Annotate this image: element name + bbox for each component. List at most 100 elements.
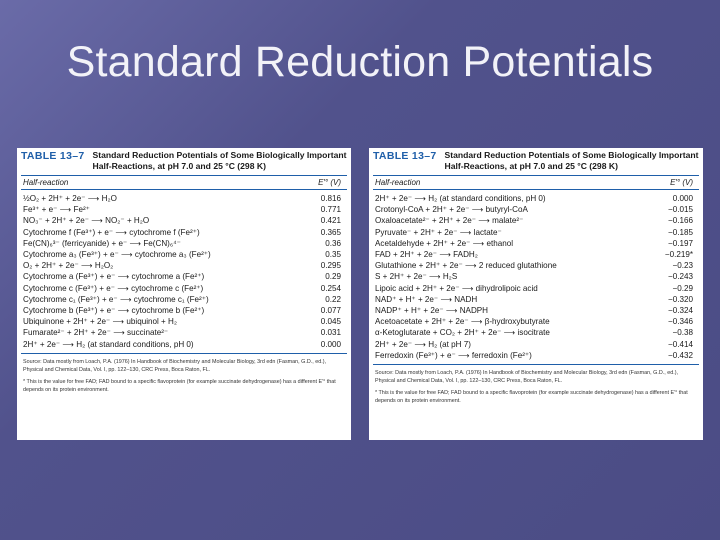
- table-row: Cytochrome f (Fe³⁺) + e⁻ ⟶ cytochrome f …: [21, 227, 347, 238]
- table-body: ½O₂ + 2H⁺ + 2e⁻ ⟶ H₂O 0.816 Fe³⁺ + e⁻ ⟶ Fe…: [21, 190, 347, 350]
- potential-cell: 0.295: [320, 261, 341, 271]
- half-reaction-cell: Pyruvate⁻ + 2H⁺ + 2e⁻ ⟶ lactate⁻: [375, 227, 502, 237]
- half-reaction-cell: Ferredoxin (Fe³⁺) + e⁻ ⟶ ferredoxin (Fe²…: [375, 350, 532, 360]
- table-row: NAD⁺ + H⁺ + 2e⁻ ⟶ NADH −0.320: [373, 294, 699, 305]
- table-rule: [373, 364, 699, 366]
- potential-cell: 0.000: [672, 194, 693, 203]
- potential-cell: 0.36: [325, 238, 341, 248]
- half-reaction-cell: Crotonyl-CoA + 2H⁺ + 2e⁻ ⟶ butyryl-CoA: [375, 205, 528, 215]
- table-row: NO₃⁻ + 2H⁺ + 2e⁻ ⟶ NO₂⁻ + H₂O 0.421: [21, 215, 347, 226]
- half-reaction-cell: Cytochrome c₁ (Fe³⁺) + e⁻ ⟶ cytochrome c…: [23, 294, 209, 304]
- table-row: Lipoic acid + 2H⁺ + 2e⁻ ⟶ dihydrolipoic …: [373, 283, 699, 294]
- potential-cell: −0.015: [668, 205, 693, 215]
- half-reaction-cell: ½O₂ + 2H⁺ + 2e⁻ ⟶ H₂O: [23, 194, 117, 203]
- half-reaction-cell: Lipoic acid + 2H⁺ + 2e⁻ ⟶ dihydrolipoic …: [375, 283, 538, 293]
- table-row: Acetaldehyde + 2H⁺ + 2e⁻ ⟶ ethanol −0.197: [373, 238, 699, 249]
- potential-cell: −0.166: [668, 216, 693, 226]
- table-row: Fumarate²⁻ + 2H⁺ + 2e⁻ ⟶ succinate²⁻ 0.03…: [21, 327, 347, 338]
- table-row: NADP⁺ + H⁺ + 2e⁻ ⟶ NADPH −0.324: [373, 305, 699, 316]
- column-header: Half-reaction E′° (V): [373, 176, 699, 190]
- half-reaction-cell: Oxaloacetate²⁻ + 2H⁺ + 2e⁻ ⟶ malate²⁻: [375, 216, 524, 226]
- table-row: Acetoacetate + 2H⁺ + 2e⁻ ⟶ β-hydroxybuty…: [373, 316, 699, 327]
- table-row: S + 2H⁺ + 2e⁻ ⟶ H₂S −0.243: [373, 271, 699, 282]
- table-body: 2H⁺ + 2e⁻ ⟶ H₂ (at standard conditions, …: [373, 190, 699, 361]
- potential-cell: −0.320: [668, 294, 693, 304]
- table-source: Source: Data mostly from Loach, P.A. (19…: [23, 358, 327, 373]
- column-half-reaction: Half-reaction: [375, 178, 421, 187]
- half-reaction-cell: Fumarate²⁻ + 2H⁺ + 2e⁻ ⟶ succinate²⁻: [23, 328, 169, 338]
- table-row: 2H⁺ + 2e⁻ ⟶ H₂ (at pH 7) −0.414: [373, 339, 699, 350]
- potential-cell: −0.346: [668, 317, 693, 327]
- left-table-image: TABLE 13–7 Standard Reduction Potentials…: [17, 148, 351, 440]
- potential-cell: 0.816: [320, 194, 341, 203]
- potential-cell: −0.243: [668, 272, 693, 282]
- table-row: 2H⁺ + 2e⁻ ⟶ H₂ (at standard conditions, …: [21, 339, 347, 350]
- half-reaction-cell: Ubiquinone + 2H⁺ + 2e⁻ ⟶ ubiquinol + H₂: [23, 317, 178, 327]
- table-footnote: * This is the value for free FAD; FAD bo…: [375, 390, 688, 405]
- half-reaction-cell: Cytochrome a₃ (Fe³⁺) + e⁻ ⟶ cytochrome a…: [23, 250, 211, 260]
- half-reaction-cell: NADP⁺ + H⁺ + 2e⁻ ⟶ NADPH: [375, 306, 489, 316]
- half-reaction-cell: Fe(CN)₆³⁻ (ferricyanide) + e⁻ ⟶ Fe(CN)₆⁴…: [23, 238, 181, 248]
- half-reaction-cell: NO₃⁻ + 2H⁺ + 2e⁻ ⟶ NO₂⁻ + H₂O: [23, 216, 150, 226]
- half-reaction-cell: α-Ketoglutarate + CO₂ + 2H⁺ + 2e⁻ ⟶ isoc…: [375, 328, 550, 338]
- half-reaction-cell: Cytochrome a (Fe³⁺) + e⁻ ⟶ cytochrome a …: [23, 272, 205, 282]
- potential-cell: −0.219*: [664, 250, 693, 260]
- column-half-reaction: Half-reaction: [23, 178, 69, 187]
- table-header: TABLE 13–7 Standard Reduction Potentials…: [373, 150, 699, 172]
- table-caption: Standard Reduction Potentials of Some Bi…: [444, 150, 699, 171]
- potential-cell: −0.29: [672, 283, 693, 293]
- table-row: Ubiquinone + 2H⁺ + 2e⁻ ⟶ ubiquinol + H₂ 0…: [21, 316, 347, 327]
- table-label: TABLE 13–7: [373, 150, 437, 162]
- potential-cell: −0.38: [672, 328, 693, 338]
- potential-cell: 0.077: [320, 306, 341, 316]
- table-row: Crotonyl-CoA + 2H⁺ + 2e⁻ ⟶ butyryl-CoA −0…: [373, 204, 699, 215]
- table-row: Cytochrome a (Fe³⁺) + e⁻ ⟶ cytochrome a …: [21, 271, 347, 282]
- table-caption: Standard Reduction Potentials of Some Bi…: [92, 150, 347, 171]
- potential-cell: −0.432: [668, 350, 693, 360]
- table-header: TABLE 13–7 Standard Reduction Potentials…: [21, 150, 347, 172]
- half-reaction-cell: S + 2H⁺ + 2e⁻ ⟶ H₂S: [375, 272, 458, 282]
- potential-cell: 0.771: [320, 205, 341, 215]
- potential-cell: −0.324: [668, 306, 693, 316]
- table-row: Glutathione + 2H⁺ + 2e⁻ ⟶ 2 reduced glut…: [373, 260, 699, 271]
- half-reaction-cell: Fe³⁺ + e⁻ ⟶ Fe²⁺: [23, 205, 90, 215]
- half-reaction-cell: O₂ + 2H⁺ + 2e⁻ ⟶ H₂O₂: [23, 261, 114, 271]
- table-row: Pyruvate⁻ + 2H⁺ + 2e⁻ ⟶ lactate⁻ −0.185: [373, 227, 699, 238]
- potential-cell: 0.000: [320, 339, 341, 349]
- potential-cell: 0.045: [320, 317, 341, 327]
- potential-cell: −0.185: [668, 227, 693, 237]
- table-row: Cytochrome c (Fe³⁺) + e⁻ ⟶ cytochrome c …: [21, 283, 347, 294]
- table-rule: [21, 175, 347, 176]
- half-reaction-cell: 2H⁺ + 2e⁻ ⟶ H₂ (at standard conditions, …: [375, 194, 546, 203]
- table-row: Cytochrome c₁ (Fe³⁺) + e⁻ ⟶ cytochrome c…: [21, 294, 347, 305]
- half-reaction-cell: Acetaldehyde + 2H⁺ + 2e⁻ ⟶ ethanol: [375, 238, 514, 248]
- table-row: Fe(CN)₆³⁻ (ferricyanide) + e⁻ ⟶ Fe(CN)₆⁴…: [21, 238, 347, 249]
- potential-cell: −0.23: [672, 261, 693, 271]
- table-source: Source: Data mostly from Loach, P.A. (19…: [375, 370, 679, 385]
- table-row: ½O₂ + 2H⁺ + 2e⁻ ⟶ H₂O 0.816: [21, 193, 347, 204]
- half-reaction-cell: NAD⁺ + H⁺ + 2e⁻ ⟶ NADH: [375, 294, 478, 304]
- half-reaction-cell: Cytochrome c (Fe³⁺) + e⁻ ⟶ cytochrome c …: [23, 283, 204, 293]
- right-table-image: TABLE 13–7 Standard Reduction Potentials…: [369, 148, 703, 440]
- potential-cell: 0.421: [320, 216, 341, 226]
- column-header: Half-reaction E′° (V): [21, 176, 347, 190]
- potential-cell: 0.254: [320, 283, 341, 293]
- potential-cell: 0.031: [320, 328, 341, 338]
- table-row: 2H⁺ + 2e⁻ ⟶ H₂ (at standard conditions, …: [373, 193, 699, 204]
- slide-title: Standard Reduction Potentials: [66, 38, 654, 86]
- potential-cell: −0.197: [668, 238, 693, 248]
- table-rule: [373, 175, 699, 176]
- table-row: FAD + 2H⁺ + 2e⁻ ⟶ FADH₂ −0.219*: [373, 249, 699, 260]
- table-row: Ferredoxin (Fe³⁺) + e⁻ ⟶ ferredoxin (Fe²…: [373, 350, 699, 361]
- table-label: TABLE 13–7: [21, 150, 85, 162]
- half-reaction-cell: Glutathione + 2H⁺ + 2e⁻ ⟶ 2 reduced glut…: [375, 261, 557, 271]
- table-footnote: * This is the value for free FAD; FAD bo…: [23, 378, 336, 393]
- column-potential: E′° (V): [670, 178, 693, 187]
- table-row: Cytochrome b (Fe³⁺) + e⁻ ⟶ cytochrome b …: [21, 305, 347, 316]
- potential-cell: 0.35: [325, 250, 341, 260]
- half-reaction-cell: Cytochrome b (Fe³⁺) + e⁻ ⟶ cytochrome b …: [23, 306, 205, 316]
- potential-cell: −0.414: [668, 339, 693, 349]
- column-potential: E′° (V): [318, 178, 341, 187]
- half-reaction-cell: FAD + 2H⁺ + 2e⁻ ⟶ FADH₂: [375, 250, 478, 260]
- table-rule: [21, 352, 347, 354]
